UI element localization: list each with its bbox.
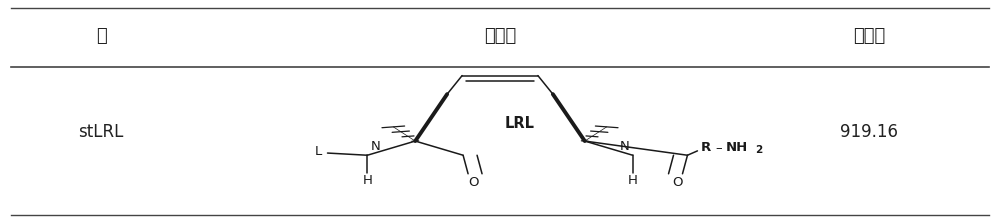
Text: R: R bbox=[700, 141, 711, 154]
Text: LRL: LRL bbox=[505, 116, 535, 131]
Text: stLRL: stLRL bbox=[78, 123, 124, 141]
Text: L: L bbox=[315, 145, 322, 158]
Text: 919.16: 919.16 bbox=[840, 123, 898, 141]
Text: 分子量: 分子量 bbox=[853, 27, 885, 45]
Text: –: – bbox=[715, 142, 722, 155]
Text: 肽: 肽 bbox=[96, 27, 106, 45]
Text: O: O bbox=[468, 175, 478, 189]
Text: 结构式: 结构式 bbox=[484, 27, 516, 45]
Text: 2: 2 bbox=[755, 145, 763, 155]
Text: NH: NH bbox=[725, 141, 748, 154]
Text: H: H bbox=[362, 174, 372, 187]
Text: H: H bbox=[628, 174, 638, 187]
Text: N: N bbox=[370, 140, 380, 153]
Text: N: N bbox=[620, 140, 630, 153]
Text: O: O bbox=[672, 175, 683, 189]
